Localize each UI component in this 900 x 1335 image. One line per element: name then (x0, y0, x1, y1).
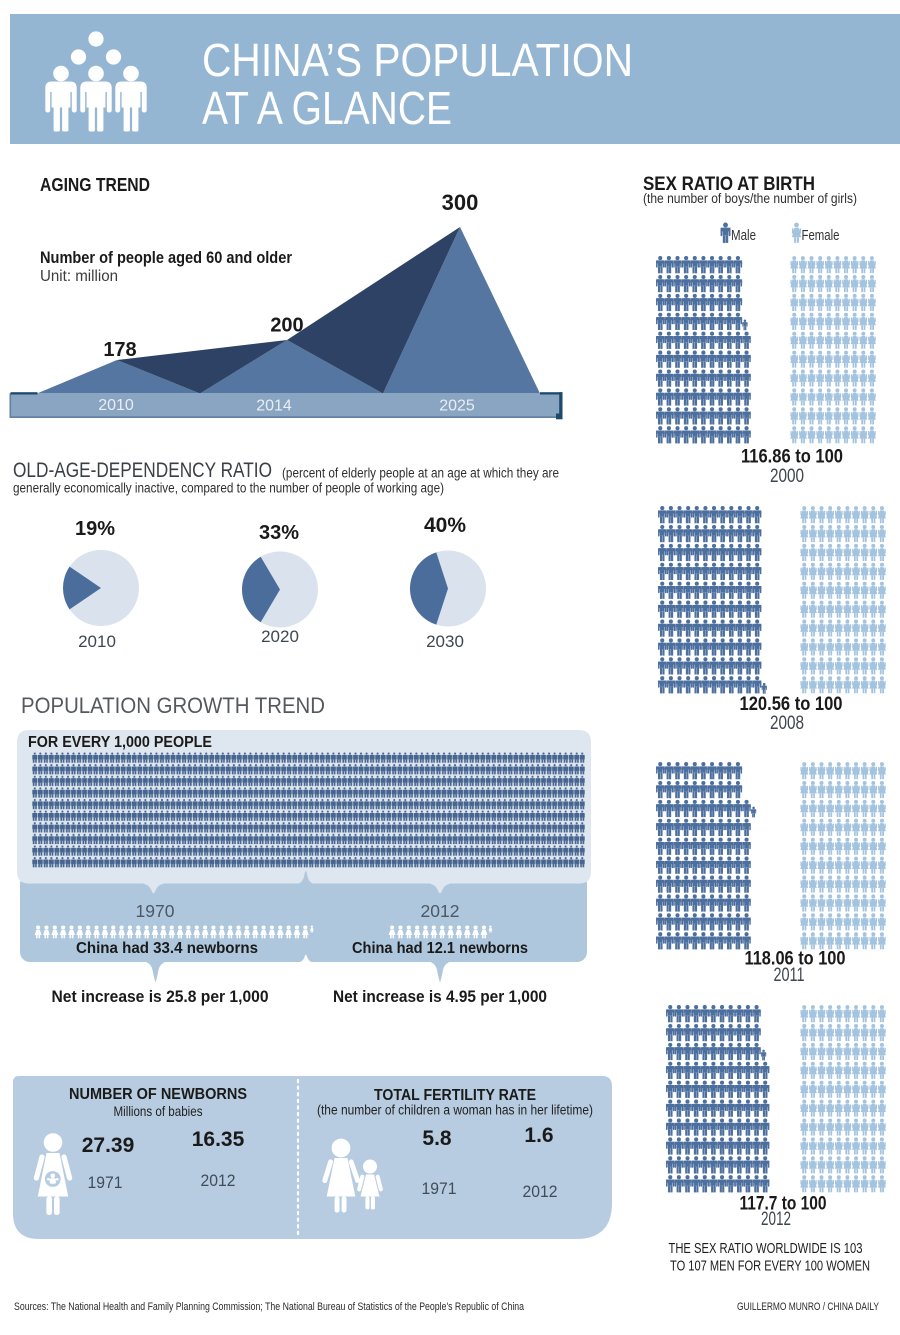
svg-text:Male: Male (731, 227, 756, 244)
svg-text:NUMBER OF NEWBORNS: NUMBER OF NEWBORNS (69, 1086, 247, 1103)
svg-text:2020: 2020 (261, 627, 299, 646)
svg-text:TOTAL FERTILITY RATE: TOTAL FERTILITY RATE (374, 1087, 536, 1104)
svg-text:118.06 to 100: 118.06 to 100 (745, 949, 846, 970)
svg-text:AT A GLANCE: AT A GLANCE (202, 82, 452, 134)
svg-text:2012: 2012 (421, 901, 460, 921)
svg-text:FOR EVERY 1,000 PEOPLE: FOR EVERY 1,000 PEOPLE (28, 734, 212, 751)
svg-text:5.8: 5.8 (422, 1127, 452, 1150)
svg-text:117.7 to 100: 117.7 to 100 (740, 1194, 827, 1215)
svg-text:2025: 2025 (439, 398, 475, 415)
svg-text:GUILLERMO MUNRO / CHINA DAILY: GUILLERMO MUNRO / CHINA DAILY (737, 1301, 880, 1313)
svg-text:1971: 1971 (88, 1173, 123, 1192)
svg-text:2011: 2011 (774, 965, 805, 986)
svg-text:2010: 2010 (98, 397, 134, 414)
svg-text:27.39: 27.39 (82, 1134, 135, 1157)
svg-text:THE SEX RATIO WORLDWIDE IS 103: THE SEX RATIO WORLDWIDE IS 103 (669, 1241, 863, 1257)
svg-text:AGING TREND: AGING TREND (40, 175, 150, 195)
svg-text:Sources: The National Health a: Sources: The National Health and Family … (14, 1301, 525, 1313)
svg-text:Female: Female (802, 227, 840, 244)
svg-text:200: 200 (270, 315, 303, 337)
svg-text:Net increase is 25.8 per 1,000: Net increase is 25.8 per 1,000 (52, 987, 269, 1006)
svg-text:300: 300 (442, 190, 479, 215)
svg-text:16.35: 16.35 (192, 1128, 245, 1151)
svg-text:120.56 to 100: 120.56 to 100 (740, 694, 843, 715)
svg-text:China had 33.4 newborns: China had 33.4 newborns (76, 940, 258, 957)
svg-text:China had 12.1 newborns: China had 12.1 newborns (352, 940, 528, 957)
svg-text:2000: 2000 (770, 466, 804, 487)
svg-text:178: 178 (103, 339, 136, 361)
svg-text:2010: 2010 (78, 632, 116, 651)
svg-text:2030: 2030 (426, 632, 464, 651)
svg-text:CHINA’S POPULATION: CHINA’S POPULATION (202, 34, 633, 86)
svg-text:33%: 33% (259, 522, 299, 544)
svg-text:POPULATION GROWTH TREND: POPULATION GROWTH TREND (21, 693, 325, 718)
svg-text:generally economically inactiv: generally economically inactive, compare… (13, 481, 444, 496)
svg-text:1.6: 1.6 (524, 1124, 553, 1147)
svg-text:TO 107 MEN FOR EVERY 100 WOMEN: TO 107 MEN FOR EVERY 100 WOMEN (670, 1259, 870, 1275)
svg-text:SEX RATIO AT BIRTH: SEX RATIO AT BIRTH (643, 174, 815, 195)
svg-text:2012: 2012 (761, 1209, 791, 1230)
svg-text:(the number of boys/the number: (the number of boys/the number of girls) (643, 191, 857, 206)
svg-text:2012: 2012 (523, 1182, 558, 1201)
svg-text:Net increase is 4.95 per 1,000: Net increase is 4.95 per 1,000 (333, 987, 547, 1006)
svg-text:(the number of children a woma: (the number of children a woman has in h… (317, 1103, 593, 1118)
svg-text:Unit: million: Unit: million (40, 268, 118, 285)
svg-text:OLD-AGE-DEPENDENCY RATIO: OLD-AGE-DEPENDENCY RATIO (13, 459, 272, 482)
svg-text:1970: 1970 (136, 901, 175, 921)
svg-text:2008: 2008 (770, 713, 804, 734)
svg-text:116.86 to 100: 116.86 to 100 (741, 447, 843, 468)
svg-text:1971: 1971 (422, 1179, 457, 1198)
svg-text:2014: 2014 (256, 398, 292, 415)
svg-text:Number of people aged 60 and o: Number of people aged 60 and older (40, 248, 292, 267)
svg-text:40%: 40% (424, 514, 466, 537)
svg-text:Millions of babies: Millions of babies (114, 1103, 203, 1119)
svg-text:19%: 19% (75, 518, 115, 540)
svg-text:(percent of elderly people at: (percent of elderly people at an age at … (282, 466, 559, 481)
svg-text:2012: 2012 (201, 1171, 236, 1190)
